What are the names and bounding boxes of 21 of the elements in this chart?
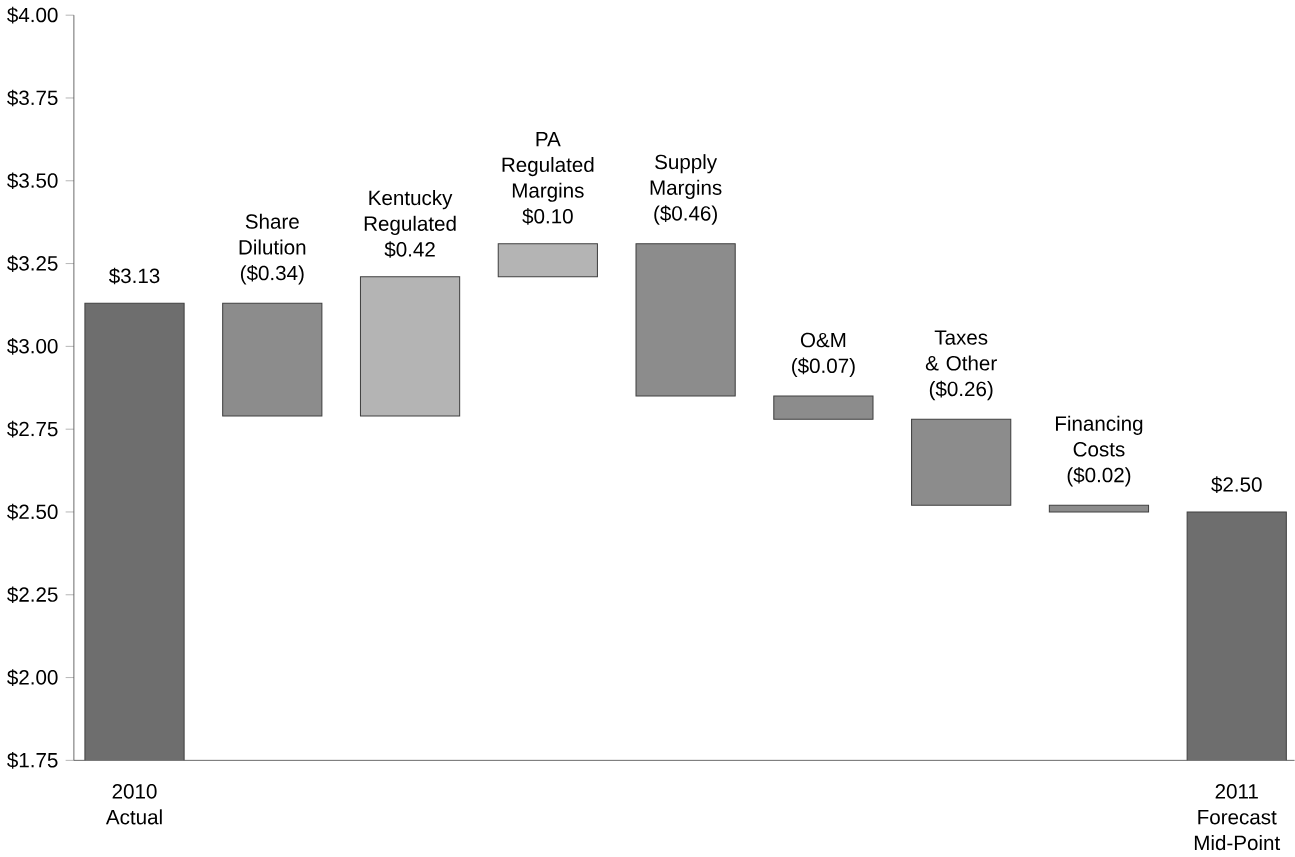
y-tick-label: $2.75: [7, 420, 58, 438]
y-tick-label: $2.50: [7, 503, 58, 521]
y-tick-label: $3.25: [7, 255, 58, 272]
y-tick-label: $2.00: [7, 669, 58, 686]
data-label: O&M ($0.07): [792, 332, 855, 378]
y-tick-label: $2.25: [7, 586, 58, 604]
data-label: $2.50: [1211, 476, 1262, 494]
y-tick-label: $1.75: [7, 752, 58, 769]
y-tick-label: $3.75: [7, 89, 58, 107]
data-label: Share Dilution ($0.34): [239, 213, 306, 285]
x-tick-label: 2011 Forecast Mid-Point: [1194, 784, 1281, 851]
data-label: Kentucky Regulated $0.42: [364, 190, 456, 258]
y-tick-label: $3.50: [7, 172, 58, 190]
data-label: Financing Costs ($0.02): [1056, 415, 1143, 487]
data-label: $3.13: [108, 267, 160, 285]
y-tick-label: $4.00: [7, 6, 58, 24]
data-label: PA Regulated Margins $0.10: [502, 131, 594, 225]
y-tick-label: $3.00: [7, 338, 58, 355]
x-tick-label: 2010 Actual: [105, 784, 162, 825]
data-label: Supply Margins ($0.46): [650, 154, 722, 225]
data-label: Taxes & Other ($0.26): [925, 330, 997, 401]
